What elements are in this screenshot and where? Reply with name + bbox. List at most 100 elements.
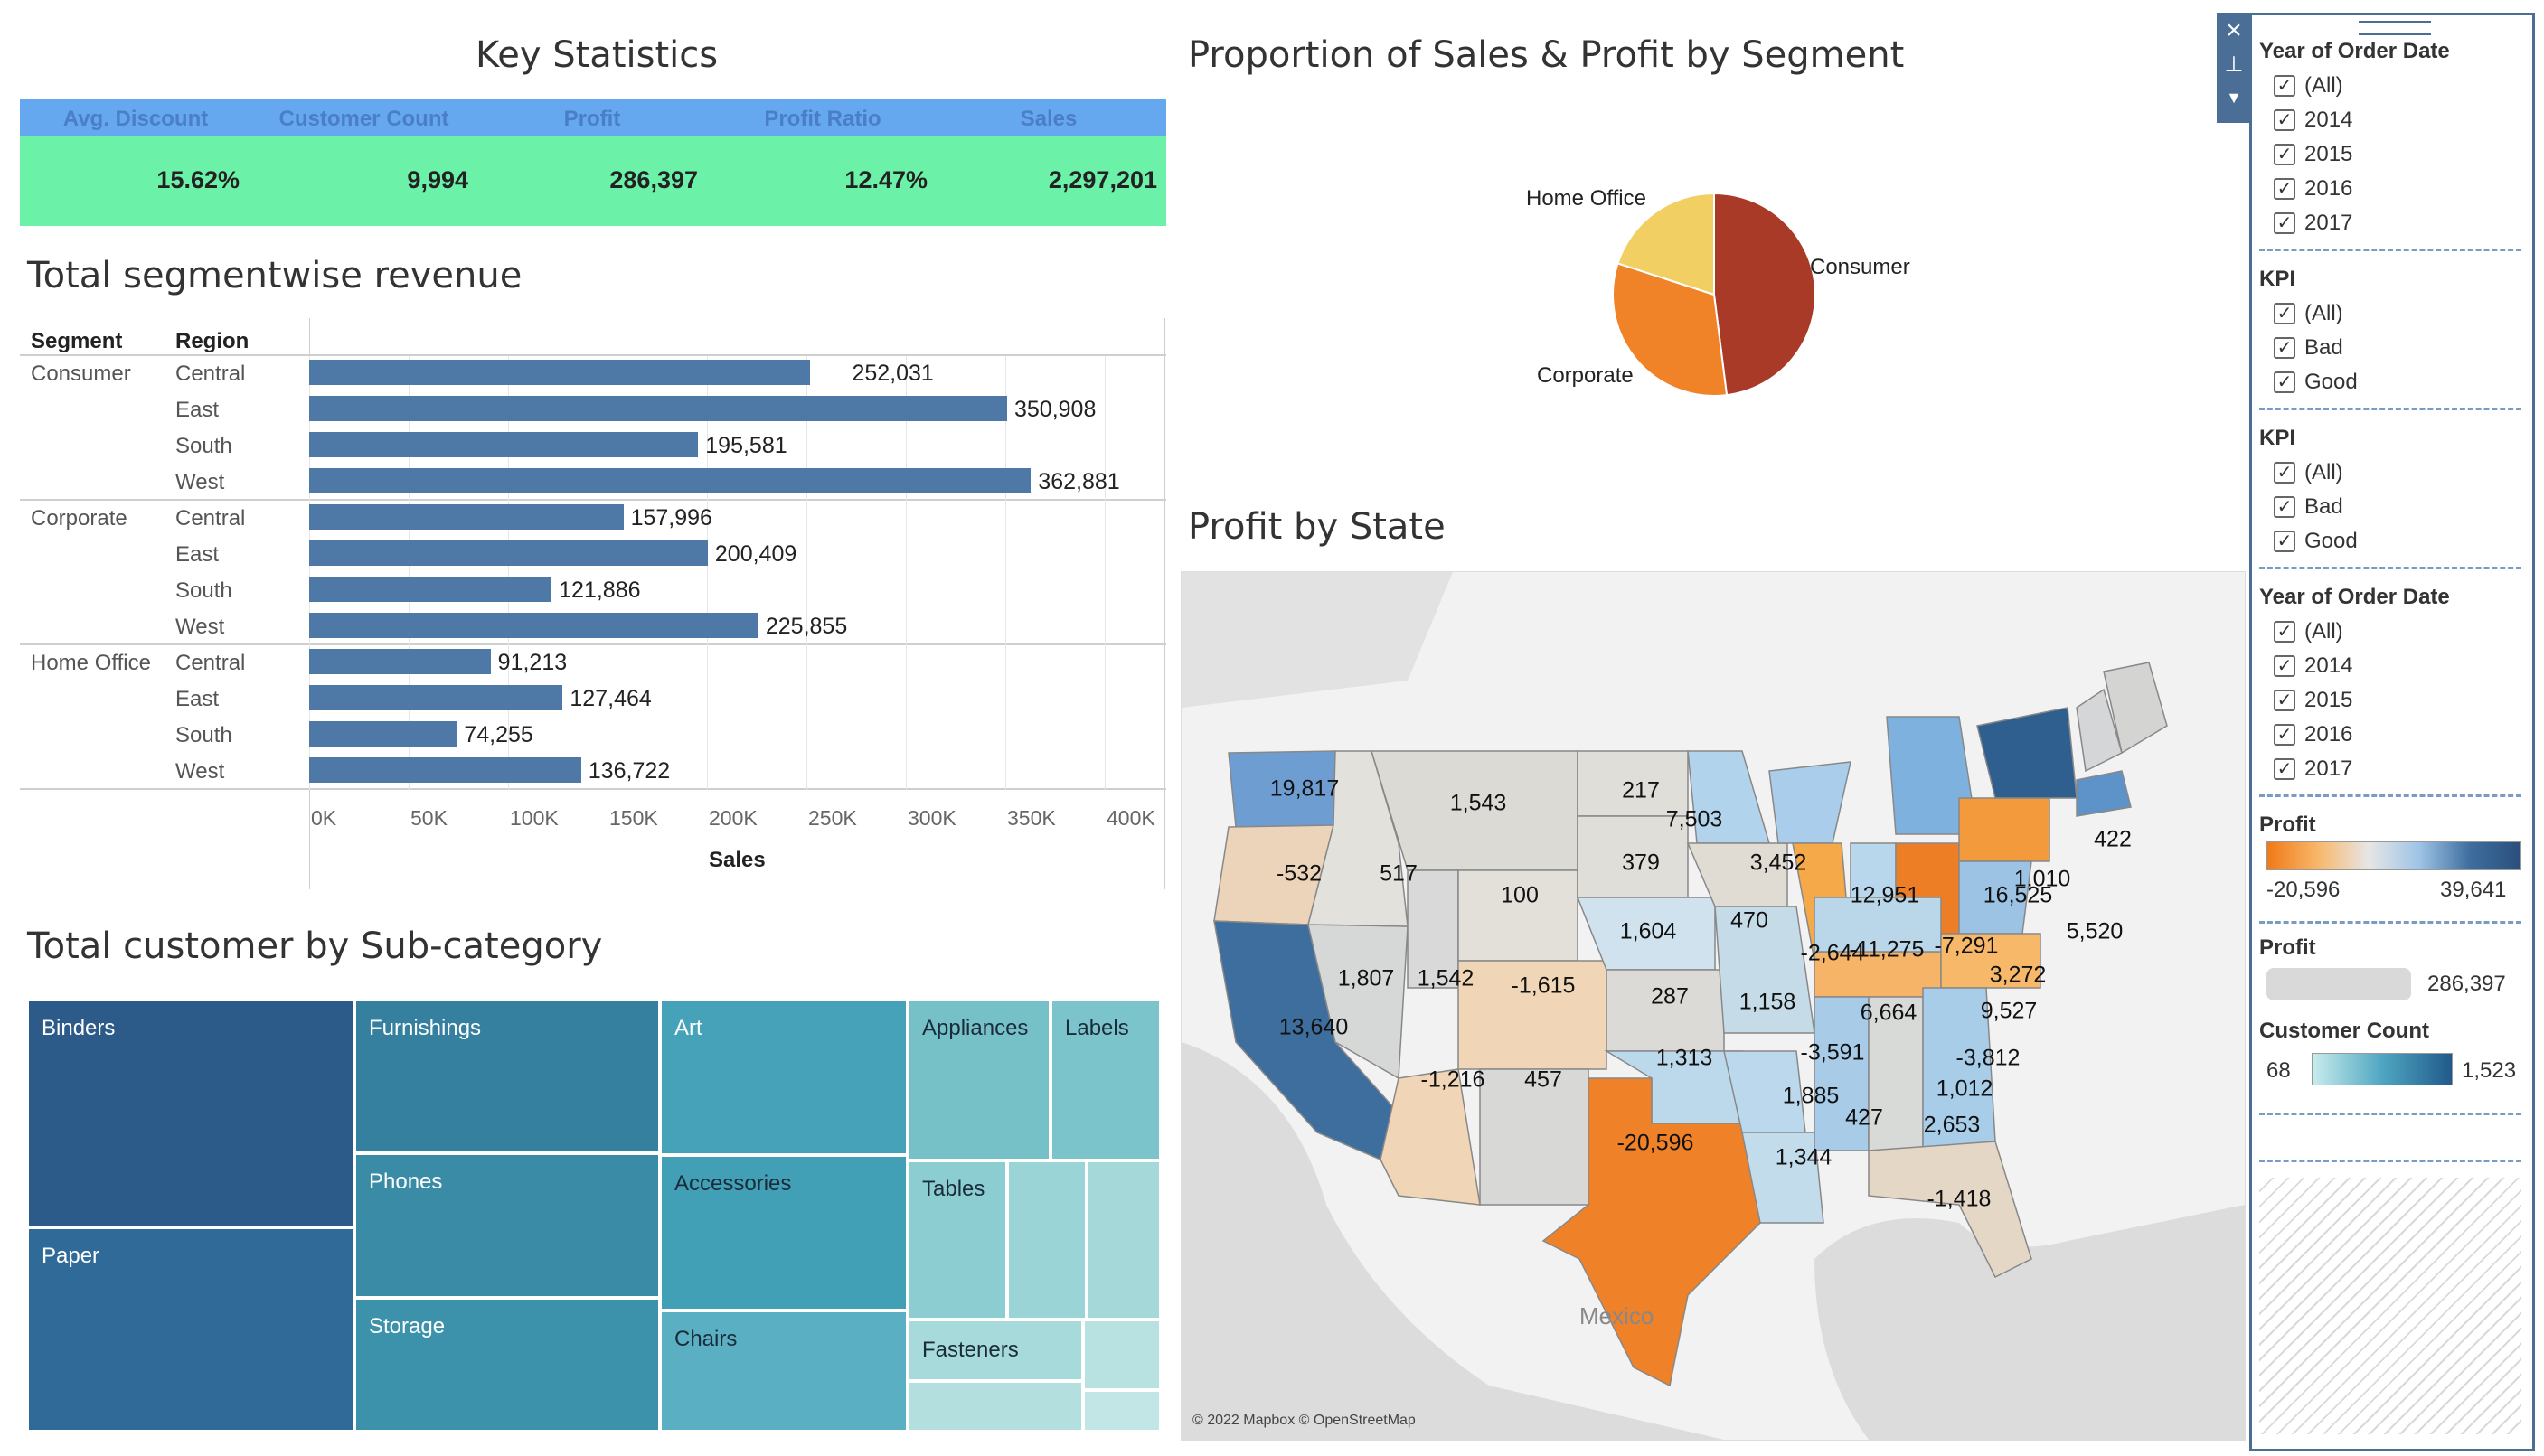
pie-slice-corporate[interactable] [1612, 262, 1729, 397]
year-option[interactable]: ✓ 2015 [2274, 142, 2352, 167]
state-north-carolina[interactable] [1940, 933, 2041, 989]
checkbox-checked-icon[interactable]: ✓ [2274, 621, 2295, 643]
state-colorado[interactable] [1457, 960, 1607, 1070]
kpi-option[interactable]: ✓ (All) [2274, 301, 2343, 326]
bar[interactable] [309, 685, 563, 710]
bar[interactable] [309, 360, 811, 385]
bar[interactable] [309, 613, 758, 638]
state-profit-label: -7,291 [1934, 933, 1999, 959]
map-canvas [1182, 572, 2245, 1440]
year-option[interactable]: ✓ 2017 [2274, 756, 2352, 782]
chevron-down-icon[interactable]: ▼ [2226, 89, 2242, 107]
treemap-cell-storage[interactable]: Storage [354, 1298, 660, 1432]
profit-map[interactable]: 19,817 -532 1,543 517 217 379 100 7,503 3,452 12,… [1181, 571, 2246, 1441]
treemap-cell-appliances[interactable]: Appliances [908, 1000, 1051, 1160]
pie-label-home-office: Home Office [1526, 186, 1646, 211]
checkbox-checked-icon[interactable]: ✓ [2274, 212, 2295, 234]
treemap-cell-fasteners[interactable]: Fasteners [908, 1320, 1083, 1381]
option-label: (All) [2304, 301, 2343, 325]
state-maine[interactable] [2103, 662, 2168, 755]
state-profit-label: 1,604 [1619, 918, 1677, 944]
year-option[interactable]: ✓ 2016 [2274, 176, 2352, 202]
kpi-option[interactable]: ✓ Good [2274, 370, 2358, 395]
year-option[interactable]: ✓ 2015 [2274, 688, 2352, 713]
pie-slice-consumer[interactable] [1713, 192, 1816, 397]
kpi-option[interactable]: ✓ Bad [2274, 335, 2343, 361]
region-label: Central [175, 362, 246, 386]
treemap-cell-chairs[interactable]: Chairs [660, 1310, 908, 1432]
checkbox-checked-icon[interactable]: ✓ [2274, 337, 2295, 359]
bar-value-label: 91,213 [497, 650, 568, 675]
state-pennsylvania[interactable] [1958, 797, 2050, 862]
checkbox-checked-icon[interactable]: ✓ [2274, 303, 2295, 324]
state-texas[interactable] [1541, 1077, 1761, 1387]
x-tick-label: 150K [609, 806, 658, 830]
treemap-cell-furnishings[interactable]: Furnishings [354, 1000, 660, 1153]
bar[interactable] [309, 649, 491, 674]
bar[interactable] [309, 577, 552, 602]
treemap-cell[interactable] [1087, 1160, 1161, 1320]
checkbox-checked-icon[interactable]: ✓ [2274, 109, 2295, 131]
state-kansas[interactable] [1606, 969, 1725, 1052]
kpi-option[interactable]: ✓ Bad [2274, 494, 2343, 520]
year-option[interactable]: ✓ 2014 [2274, 108, 2352, 133]
bar[interactable] [309, 540, 708, 566]
state-profit-label: 1,158 [1738, 989, 1796, 1015]
region-label: East [175, 542, 220, 567]
checkbox-checked-icon[interactable]: ✓ [2274, 75, 2295, 97]
checkbox-checked-icon[interactable]: ✓ [2274, 531, 2295, 552]
state-florida[interactable] [1868, 1141, 2032, 1279]
checkbox-checked-icon[interactable]: ✓ [2274, 462, 2295, 484]
treemap-cell-phones[interactable]: Phones [354, 1153, 660, 1298]
treemap-cell[interactable] [1083, 1390, 1161, 1432]
option-label: 2016 [2304, 722, 2353, 747]
treemap-cell[interactable] [1083, 1320, 1161, 1390]
treemap-cell[interactable] [908, 1381, 1083, 1432]
treemap-cell-accessories[interactable]: Accessories [660, 1155, 908, 1310]
treemap-cell-art[interactable]: Art [660, 1000, 908, 1155]
bar[interactable] [309, 396, 1007, 421]
checkbox-checked-icon[interactable]: ✓ [2274, 371, 2295, 393]
treemap-cell-paper[interactable]: Paper [27, 1227, 354, 1432]
drag-handle[interactable] [2359, 21, 2431, 35]
checkbox-checked-icon[interactable]: ✓ [2274, 178, 2295, 200]
bar[interactable] [309, 504, 624, 530]
bar[interactable] [309, 432, 699, 457]
state-arizona[interactable] [1380, 1068, 1481, 1206]
treemap-cell-binders[interactable]: Binders [27, 1000, 354, 1227]
state-profit-label: 6,664 [1860, 1000, 1917, 1026]
year-option[interactable]: ✓ 2017 [2274, 211, 2352, 236]
year-option[interactable]: ✓ (All) [2274, 73, 2343, 99]
year-option[interactable]: ✓ (All) [2274, 619, 2343, 644]
year-option[interactable]: ✓ 2014 [2274, 653, 2352, 679]
state-profit-label: 3,452 [1749, 850, 1807, 876]
kpi-option[interactable]: ✓ (All) [2274, 460, 2343, 485]
treemap-label: Accessories [674, 1171, 792, 1196]
checkbox-checked-icon[interactable]: ✓ [2274, 496, 2295, 518]
bar[interactable] [309, 468, 1032, 493]
option-label: Bad [2304, 335, 2343, 360]
treemap-cell[interactable] [1007, 1160, 1087, 1320]
segment-label: Home Office [31, 651, 151, 675]
option-label: 2015 [2304, 142, 2353, 166]
year-option[interactable]: ✓ 2016 [2274, 722, 2352, 747]
bar[interactable] [309, 721, 457, 747]
kpi-option[interactable]: ✓ Good [2274, 529, 2358, 554]
bar[interactable] [309, 757, 581, 783]
checkbox-checked-icon[interactable]: ✓ [2274, 690, 2295, 711]
state-louisiana[interactable] [1741, 1132, 1824, 1224]
treemap-label: Binders [42, 1016, 116, 1040]
state-profit-label: 1,012 [1936, 1076, 1993, 1102]
state-massachusetts[interactable] [2076, 770, 2132, 817]
checkbox-checked-icon[interactable]: ✓ [2274, 724, 2295, 746]
gridline [1005, 356, 1006, 790]
treemap-cell-tables[interactable]: Tables [908, 1160, 1007, 1320]
close-icon[interactable]: × [2226, 15, 2242, 45]
checkbox-checked-icon[interactable]: ✓ [2274, 144, 2295, 165]
map-attribution[interactable]: © 2022 Mapbox © OpenStreetMap [1192, 1413, 1416, 1428]
checkbox-checked-icon[interactable]: ✓ [2274, 655, 2295, 677]
pie-slice-home-office[interactable] [1616, 192, 1715, 296]
treemap-cell-labels[interactable]: Labels [1051, 1000, 1161, 1160]
checkbox-checked-icon[interactable]: ✓ [2274, 758, 2295, 780]
pin-icon[interactable]: ⊥ [2224, 52, 2244, 77]
